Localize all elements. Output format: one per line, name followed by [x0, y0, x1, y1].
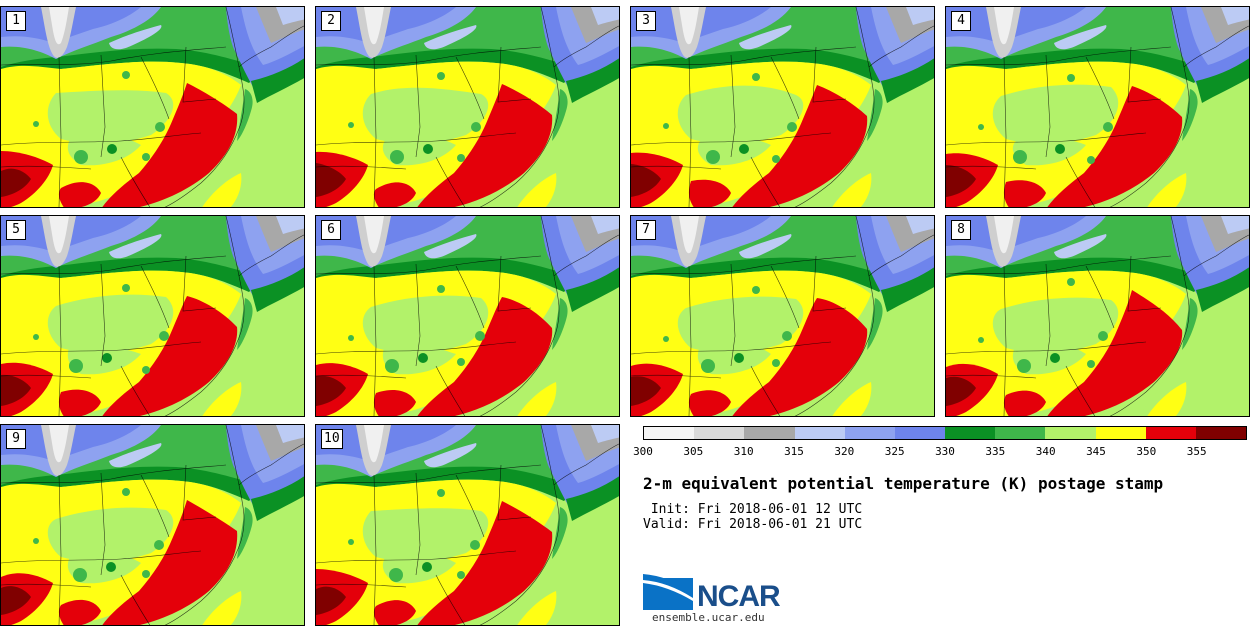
colorbar-tick-label: 325	[884, 445, 905, 458]
temperature-map	[316, 216, 619, 416]
panel-number-label: 5	[6, 220, 26, 240]
colorbar-swatch	[744, 427, 795, 439]
panel-number-label: 8	[951, 220, 971, 240]
valid-time: Valid: Fri 2018-06-01 21 UTC	[643, 517, 863, 532]
panel-number-label: 7	[636, 220, 656, 240]
colorbar-swatch	[694, 427, 745, 439]
map-panel: 9	[0, 424, 305, 626]
colorbar-tick-label: 305	[683, 445, 704, 458]
panel-number-label: 1	[6, 11, 26, 31]
panel-number-label: 9	[6, 429, 26, 449]
colorbar-tick-label: 310	[733, 445, 754, 458]
colorbar-swatch	[644, 427, 695, 439]
temperature-map	[316, 7, 619, 207]
colorbar-tick-label: 300	[633, 445, 653, 458]
colorbar-tick-label: 355	[1186, 445, 1207, 458]
panel-number-label: 6	[321, 220, 341, 240]
map-panel: 7	[630, 215, 935, 417]
map-panel: 6	[315, 215, 620, 417]
init-time: Init: Fri 2018-06-01 12 UTC	[643, 502, 863, 517]
colorbar-tick-label: 335	[985, 445, 1006, 458]
map-panel: 5	[0, 215, 305, 417]
colorbar-tick-label: 315	[784, 445, 804, 458]
panel-number-label: 10	[321, 429, 343, 449]
panel-number-label: 4	[951, 11, 971, 31]
panel-number-label: 3	[636, 11, 656, 31]
map-panel: 10	[315, 424, 620, 626]
ncar-logo-icon	[643, 574, 693, 610]
temperature-map	[316, 425, 619, 625]
map-panel: 4	[945, 6, 1250, 208]
colorbar-swatch	[844, 427, 895, 439]
panel-number-label: 2	[321, 11, 341, 31]
colorbar-swatch	[1145, 427, 1196, 439]
map-panel: 1	[0, 6, 305, 208]
colorbar-tick-label: 340	[1035, 445, 1056, 458]
temperature-map	[946, 7, 1249, 207]
colorbar-tick-label: 345	[1086, 445, 1106, 458]
temperature-map	[631, 7, 934, 207]
temperature-map	[1, 7, 304, 207]
map-panel: 2	[315, 6, 620, 208]
temperature-map	[631, 216, 934, 416]
colorbar	[643, 426, 1247, 440]
colorbar-swatch	[1095, 427, 1146, 439]
colorbar-ticks: 300 305 310 315 320 325 330 335 340 345 350 355	[633, 445, 1247, 461]
ncar-logo-text: NCAR	[697, 580, 781, 613]
colorbar-tick-label: 350	[1136, 445, 1157, 458]
colorbar-tick-label: 320	[834, 445, 855, 458]
temperature-map	[1, 425, 304, 625]
ensemble-url[interactable]: ensemble.ucar.edu	[652, 611, 765, 624]
temperature-map	[1, 216, 304, 416]
map-panel: 8	[945, 215, 1250, 417]
colorbar-swatch	[794, 427, 845, 439]
map-panel: 3	[630, 6, 935, 208]
chart-title: 2-m equivalent potential temperature (K)…	[643, 474, 1164, 493]
colorbar-swatch	[1045, 427, 1096, 439]
colorbar-swatch	[1195, 427, 1247, 439]
colorbar-tick-label: 330	[935, 445, 955, 458]
temperature-map	[946, 216, 1249, 416]
colorbar-swatch	[945, 427, 996, 439]
colorbar-swatch	[995, 427, 1046, 439]
colorbar-swatch	[894, 427, 946, 439]
